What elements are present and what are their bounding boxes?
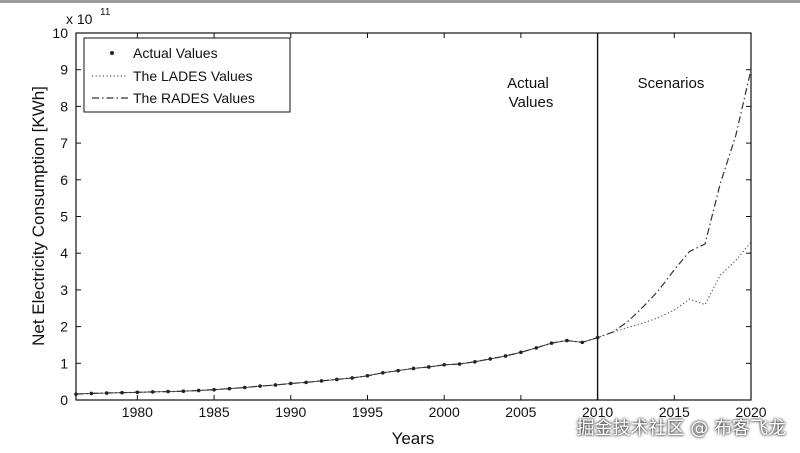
data-point-actual xyxy=(580,340,585,345)
data-point-actual xyxy=(273,383,278,387)
legend-box xyxy=(83,37,291,113)
y-tick-label: 7 xyxy=(60,135,68,151)
data-point-actual xyxy=(365,373,370,378)
data-point-actual xyxy=(74,392,78,396)
data-point-actual xyxy=(212,387,216,392)
y-tick-label: 4 xyxy=(60,245,68,261)
data-point-actual xyxy=(150,390,155,394)
data-point-actual xyxy=(227,386,232,391)
data-point-actual xyxy=(319,379,324,383)
x-tick-label: 2010 xyxy=(582,404,613,420)
y-tick-label: 9 xyxy=(60,62,68,78)
x-tick-label: 2020 xyxy=(735,404,766,420)
data-point-actual xyxy=(242,385,247,390)
y-tick-label: 3 xyxy=(60,282,68,298)
data-point-actual xyxy=(166,389,170,394)
legend: Actual Values The LADES Values The RADES… xyxy=(83,37,291,113)
data-point-actual xyxy=(595,335,600,340)
data-point-actual xyxy=(334,377,339,382)
x-tick-label: 2005 xyxy=(505,404,536,420)
data-point-actual xyxy=(534,346,539,350)
data-point-actual xyxy=(120,390,124,395)
data-point-actual xyxy=(396,368,400,373)
y-tick-label: 8 xyxy=(60,98,68,114)
y-axis-title: Net Electricity Consumption [KWh] xyxy=(29,86,48,346)
data-point-actual xyxy=(304,380,308,385)
data-point-actual xyxy=(442,362,446,367)
legend-label-lades: The LADES Values xyxy=(133,68,253,84)
data-point-actual xyxy=(488,357,493,361)
top-border xyxy=(0,0,800,3)
series-line-actual-values xyxy=(75,337,598,395)
data-point-actual xyxy=(427,365,431,369)
series-layer xyxy=(74,69,752,396)
series-line-the-lades-values xyxy=(75,241,752,395)
data-point-actual xyxy=(503,354,508,358)
x-tick-label: 2015 xyxy=(659,404,690,420)
y-tick-label: 2 xyxy=(60,319,68,335)
legend-label-actual: Actual Values xyxy=(133,45,218,61)
annotation-scenarios: Scenarios xyxy=(638,75,705,92)
series-line-the-rades-values xyxy=(75,69,752,395)
data-point-actual xyxy=(457,362,462,366)
x-tick-label: 1995 xyxy=(352,404,383,420)
data-point-actual xyxy=(350,376,354,380)
data-point-actual xyxy=(381,371,385,375)
x-tick-label: 2000 xyxy=(429,404,460,420)
y-multiplier-label: x 10 xyxy=(66,11,93,27)
watermark: 掘金技术社区 @ 布客飞龙 xyxy=(576,418,786,439)
annotation-actual-line2: Values xyxy=(509,94,554,111)
data-point-actual xyxy=(89,391,94,396)
data-point-actual xyxy=(549,341,554,345)
x-tick-label: 1990 xyxy=(275,404,306,420)
legend-marker-actual xyxy=(110,51,114,55)
y-tick-label: 0 xyxy=(60,392,68,408)
data-point-actual xyxy=(104,391,109,395)
y-tick-label: 6 xyxy=(60,172,68,188)
y-multiplier-exponent: 11 xyxy=(100,7,111,18)
x-tick-label: 1980 xyxy=(122,404,153,420)
x-axis-title: Years xyxy=(392,429,435,448)
y-tick-label: 1 xyxy=(60,355,68,371)
data-point-actual xyxy=(181,389,186,393)
data-point-actual xyxy=(288,381,293,386)
legend-label-rades: The RADES Values xyxy=(133,90,255,106)
data-point-actual xyxy=(258,384,262,388)
annotation-actual-line1: Actual xyxy=(507,75,549,92)
data-point-actual xyxy=(135,390,140,395)
data-point-actual xyxy=(411,366,416,371)
data-point-actual xyxy=(519,350,523,355)
axis-ticks: 1980 1985 1990 1995 2000 2005 2010 2015 2020 0 1 2 3… xyxy=(52,25,766,420)
data-point-actual xyxy=(473,360,477,364)
data-point-actual xyxy=(196,388,201,393)
y-tick-label: 5 xyxy=(60,209,68,225)
y-tick-label: 10 xyxy=(52,25,68,41)
data-point-actual xyxy=(565,338,569,343)
x-tick-label: 1985 xyxy=(198,404,229,420)
